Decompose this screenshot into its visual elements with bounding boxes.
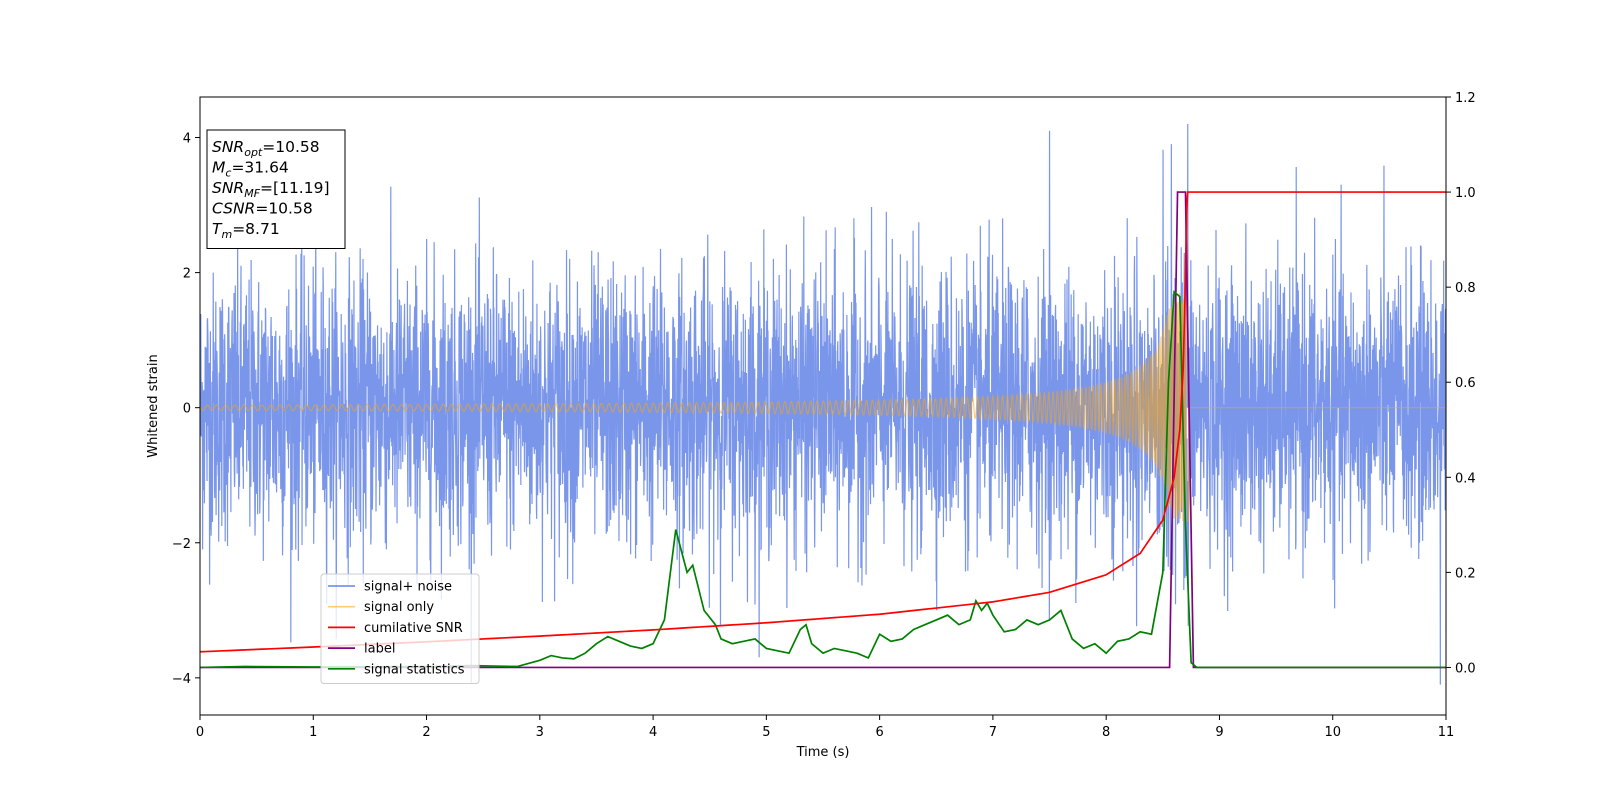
legend-label: cumilative SNR	[364, 621, 463, 636]
x-tick-label: 10	[1324, 725, 1341, 740]
x-axis: 0 1 2 3 4 5 6 7 8 9 10 11	[196, 715, 1454, 740]
y-right-tick-label: 0.2	[1455, 566, 1476, 581]
x-tick-label: 1	[309, 725, 317, 740]
series-signal-statistics-line	[200, 290, 1446, 669]
y-right-tick-label: 0.0	[1455, 661, 1476, 676]
info-box-line: Tm=8.71	[212, 220, 280, 241]
y-right-tick-label: 1.0	[1455, 186, 1476, 201]
x-tick-label: 4	[649, 725, 657, 740]
x-tick-label: 7	[989, 725, 997, 740]
plot-frame	[199, 96, 1447, 716]
y-axis-left: −4 −2 0 2 4	[172, 132, 200, 687]
legend-label: signal only	[364, 600, 434, 615]
series-cumilative-snr-line	[200, 191, 1446, 653]
x-tick-label: 8	[1102, 725, 1110, 740]
data-layer	[200, 124, 1446, 685]
y-right-tick-label: 0.4	[1455, 471, 1476, 486]
y-right-tick-label: 1.2	[1455, 91, 1476, 106]
y-left-tick-label: −2	[172, 537, 191, 552]
series-signal-noise-line	[200, 124, 1446, 685]
y-left-tick-label: 2	[183, 267, 191, 282]
x-tick-label: 5	[762, 725, 770, 740]
x-tick-label: 3	[536, 725, 544, 740]
x-tick-label: 2	[422, 725, 430, 740]
info-box-line: CSNR=10.58	[212, 200, 313, 218]
y-axis-right: 0.0 0.2 0.4 0.6 0.8 1.0 1.2	[1446, 91, 1476, 676]
legend-label: label	[364, 642, 395, 657]
series-signal-only-line	[200, 292, 1446, 522]
info-box-frame	[206, 129, 346, 249]
info-box: SNRopt=10.58Mc=31.64SNRMF=[11.19]CSNR=10…	[206, 129, 346, 249]
x-tick-label: 0	[196, 725, 204, 740]
info-box-line: SNRMF=[11.19]	[212, 179, 330, 200]
y-left-tick-label: 0	[183, 402, 191, 417]
x-tick-label: 9	[1215, 725, 1223, 740]
x-axis-label: Time (s)	[796, 745, 850, 760]
legend-frame	[320, 573, 480, 684]
y-left-tick-label: −4	[172, 672, 191, 687]
y-axis-left-label: Whitened strain	[146, 354, 161, 457]
info-box-line: Mc=31.64	[212, 159, 289, 180]
x-tick-label: 6	[875, 725, 883, 740]
legend-label: signal statistics	[364, 662, 465, 677]
y-left-tick-label: 4	[183, 132, 191, 147]
info-box-line: SNRopt=10.58	[212, 138, 320, 159]
legend-label: signal+ noise	[364, 580, 452, 595]
x-tick-label: 11	[1438, 725, 1455, 740]
legend: signal+ noise signal only cumilative SNR la…	[320, 573, 480, 684]
y-right-tick-label: 0.8	[1455, 281, 1476, 296]
y-right-tick-label: 0.6	[1455, 376, 1476, 391]
